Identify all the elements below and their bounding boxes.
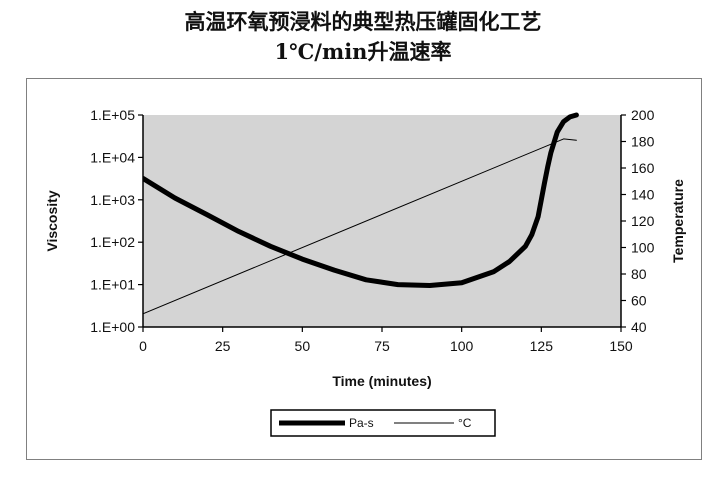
- y-right-tick-label: 140: [631, 187, 655, 203]
- x-tick-label: 50: [295, 338, 311, 354]
- y-left-tick-label: 1.E+01: [90, 277, 135, 293]
- legend-label-temperature: °C: [458, 416, 472, 430]
- x-tick-label: 150: [609, 338, 633, 354]
- x-tick-label: 100: [450, 338, 474, 354]
- viscosity-temperature-chart: 1.E+00 1.E+01 1.E+02 1.E+03 1.E+04 1.E+05 40 6…: [44, 107, 686, 437]
- y-left-tick-label: 1.E+05: [90, 107, 135, 123]
- legend-label-viscosity: Pa-s: [349, 416, 374, 430]
- x-tick-label: 25: [215, 338, 231, 354]
- y-left-tick-label: 1.E+04: [90, 149, 135, 165]
- chart-subtitle: 1℃/min升温速率: [274, 39, 452, 64]
- y-right-tick-label: 180: [631, 134, 655, 150]
- y-right-tick-label: 200: [631, 107, 655, 123]
- y-right-tick-label: 160: [631, 160, 655, 176]
- y-right-tick-label: 120: [631, 213, 655, 229]
- y-axis-right-title: Temperature: [670, 179, 686, 263]
- y-right-tick-label: 40: [631, 319, 647, 335]
- chart-frame: 1.E+00 1.E+01 1.E+02 1.E+03 1.E+04 1.E+05 40 6…: [26, 78, 702, 460]
- y-left-tick-label: 1.E+02: [90, 234, 135, 250]
- x-tick-label: 125: [530, 338, 554, 354]
- y-left-tick-label: 1.E+00: [90, 319, 135, 335]
- y-axis-left-title: Viscosity: [44, 190, 60, 251]
- y-right-tick-label: 100: [631, 240, 655, 256]
- x-tick-label: 75: [374, 338, 390, 354]
- y-right-tick-label: 80: [631, 266, 647, 282]
- y-left-tick-label: 1.E+03: [90, 192, 135, 208]
- chart-title: 高温环氧预浸料的典型热压罐固化工艺: [184, 9, 542, 34]
- legend: Pa-s °C: [270, 409, 496, 437]
- series-line-viscosity: [143, 112, 579, 288]
- x-tick-label: 0: [139, 338, 147, 354]
- y-right-tick-label: 60: [631, 293, 647, 309]
- series-line-temperature: [143, 138, 577, 315]
- x-axis-title: Time (minutes): [332, 373, 431, 389]
